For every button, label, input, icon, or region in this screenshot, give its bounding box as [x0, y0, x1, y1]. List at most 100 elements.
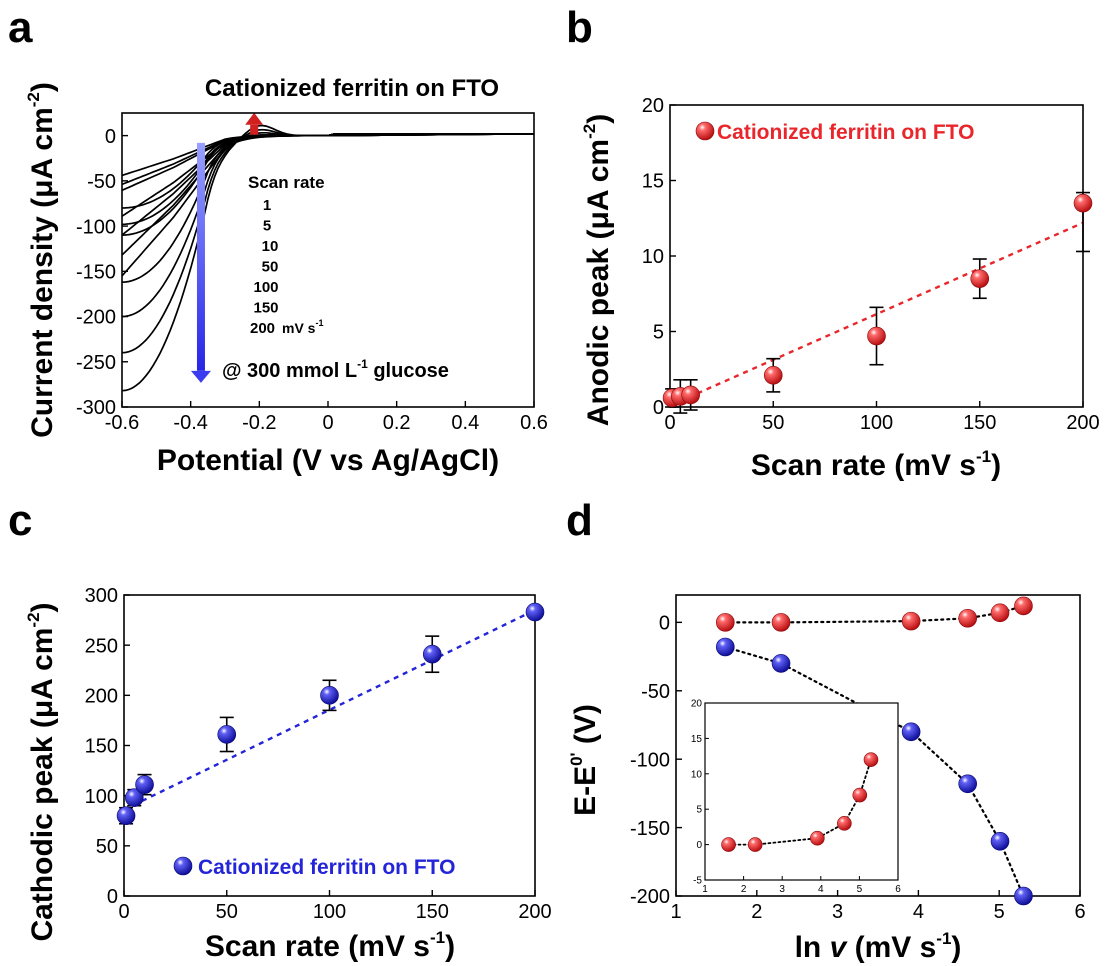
x-axis-a-tick-label: 0.2 — [383, 412, 411, 434]
chart-title-a: Cationized ferritin on FTO — [205, 75, 499, 102]
y-axis-c-tick-label: 100 — [85, 786, 118, 808]
data-point-c — [525, 602, 545, 622]
y-axis-title-c: Cathodic peak (μA cm — [26, 628, 59, 942]
x-axis-d-tick-label: 5 — [994, 901, 1005, 923]
cv-curve — [121, 128, 535, 354]
inset-x-tick-label: 3 — [779, 884, 785, 895]
inset-data-point — [810, 830, 825, 846]
y-axis-title-c-end: ) — [26, 602, 59, 612]
data-point-b — [1073, 193, 1093, 213]
y-axis-title-b-sup: -2 — [580, 124, 599, 139]
y-axis-a-tick-label: -50 — [87, 171, 116, 193]
y-axis-a-tick-label: -100 — [76, 216, 116, 238]
inset-data-point — [721, 837, 736, 852]
y-axis-title-b: Anodic peak (μA cm — [582, 139, 615, 426]
x-axis-a-tick-label: 0.6 — [520, 412, 548, 434]
scan-rate-title: Scan rate — [248, 173, 325, 192]
cv-curve — [121, 124, 535, 392]
x-axis-c-tick-label: 100 — [313, 901, 346, 923]
y-axis-title-a-end: ) — [26, 82, 59, 92]
cv-curves — [121, 124, 535, 392]
x-axis-c-tick-label: 200 — [518, 901, 551, 923]
data-point-c — [135, 775, 154, 794]
x-axis-d-tick-label: 1 — [670, 901, 681, 923]
x-axis-a-tick-label: -0.6 — [105, 412, 139, 434]
x-axis-label-d: ln v (mV s-1) — [795, 929, 962, 964]
inset-y-tick-label: 20 — [691, 699, 703, 710]
y-axis-a-tick-label: 0 — [105, 126, 116, 148]
x-axis-b-tick-label: 50 — [762, 412, 784, 434]
x-axis-d-tick-label: 4 — [913, 901, 924, 923]
y-axis-title-a-sup: -2 — [24, 92, 43, 107]
red-arrow-shaft — [250, 124, 259, 135]
y-axis-label-a: Current density (μA cm-2) — [24, 82, 59, 438]
y-axis-title-d-end: (V) — [569, 704, 602, 752]
y-axis-label-b: Anodic peak (μA cm-2) — [580, 114, 615, 426]
y-axis-title-c-sup: -2 — [24, 612, 43, 627]
x-axis-c-tick-label: 0 — [118, 901, 129, 923]
x-axis-c-tick-label: 50 — [216, 901, 238, 923]
x-axis-a-tick-label: 0 — [322, 412, 333, 434]
data-point-d-blue — [901, 722, 921, 742]
x-axis-b-tick-label: 0 — [664, 412, 675, 434]
data-point-d-blue — [990, 831, 1010, 851]
y-axis-title-d: E-E — [569, 766, 602, 816]
y-axis-a-tick-label: -300 — [76, 397, 116, 419]
y-axis-b-tick-label: 20 — [642, 95, 664, 117]
data-point-c — [320, 686, 339, 705]
y-axis-label-d: E-E0' (V) — [567, 704, 602, 816]
panel-label-b: b — [566, 3, 593, 52]
scan-rate-value: 5 — [263, 218, 271, 235]
plot-frame-d — [675, 594, 1081, 897]
glucose-annotation-sup: -1 — [357, 357, 368, 371]
series-line-red — [724, 604, 1025, 624]
inset-x-tick-label: 1 — [702, 884, 708, 895]
y-axis-b-tick-label: 15 — [642, 171, 664, 193]
y-axis-d-tick-label: -50 — [641, 681, 670, 703]
inset-data-point — [747, 837, 763, 852]
x-axis-title-d-sup: -1 — [936, 929, 951, 948]
x-axis-title-c-sup: -1 — [430, 928, 445, 947]
scan-rate-value: 200 — [250, 320, 275, 337]
data-point-b — [970, 269, 990, 288]
data-point-d-blue — [715, 637, 735, 657]
data-point-d-red — [901, 611, 921, 631]
y-axis-title-b-end: ) — [582, 114, 615, 124]
y-axis-b-tick-label: 10 — [642, 246, 664, 268]
x-axis-title-b-end: ) — [991, 449, 1001, 482]
data-point-d-red — [1014, 596, 1033, 616]
scan-rate-unit: mV s-1 — [282, 318, 323, 336]
scan-rate-value: 1 — [263, 197, 271, 214]
glucose-annotation: @ 300 mmol L-1 glucose — [222, 357, 449, 382]
cv-curve — [121, 132, 535, 284]
inset-y-tick-label: 15 — [691, 734, 703, 745]
x-axis-title-c: Scan rate (mV s — [205, 930, 430, 963]
y-axis-c-tick-label: 250 — [85, 635, 118, 657]
y-axis-a-tick-label: -150 — [76, 262, 116, 284]
inset-frame — [704, 702, 899, 881]
x-axis-a-tick-label: 0.4 — [451, 412, 479, 434]
y-axis-c-tick-label: 0 — [107, 886, 118, 908]
inset: 1 2 3 4 5 6 -5 0 5 10 15 20 — [691, 699, 901, 896]
x-axis-title-c-end: ) — [445, 930, 455, 963]
scan-rate-value: 150 — [253, 300, 278, 317]
x-axis-label-c: Scan rate (mV s-1) — [205, 928, 455, 963]
x-axis-a-tick-label: -0.4 — [173, 412, 207, 434]
x-axis-title-b: Scan rate (mV s — [751, 449, 976, 482]
data-point-d-blue — [771, 654, 791, 673]
plot-frame-c — [123, 594, 536, 897]
fit-line-c — [123, 608, 536, 811]
scan-rate-unit-sup: -1 — [315, 318, 323, 328]
y-axis-b-tick-label: 5 — [653, 322, 664, 344]
x-axis-title-a: Potential (V vs Ag/AgCl) — [157, 444, 499, 477]
series-line-blue — [724, 645, 1025, 898]
y-axis-c-tick-label: 200 — [85, 686, 118, 708]
x-axis-d-tick-label: 2 — [751, 901, 762, 923]
data-point-d-blue — [958, 774, 977, 794]
scan-rate-value: 100 — [253, 279, 278, 296]
x-axis-b-tick-label: 200 — [1066, 412, 1099, 434]
y-axis-d-tick-label: 0 — [659, 613, 670, 635]
red-arrow-head — [245, 112, 264, 125]
inset-x-tick-label: 5 — [857, 884, 863, 895]
